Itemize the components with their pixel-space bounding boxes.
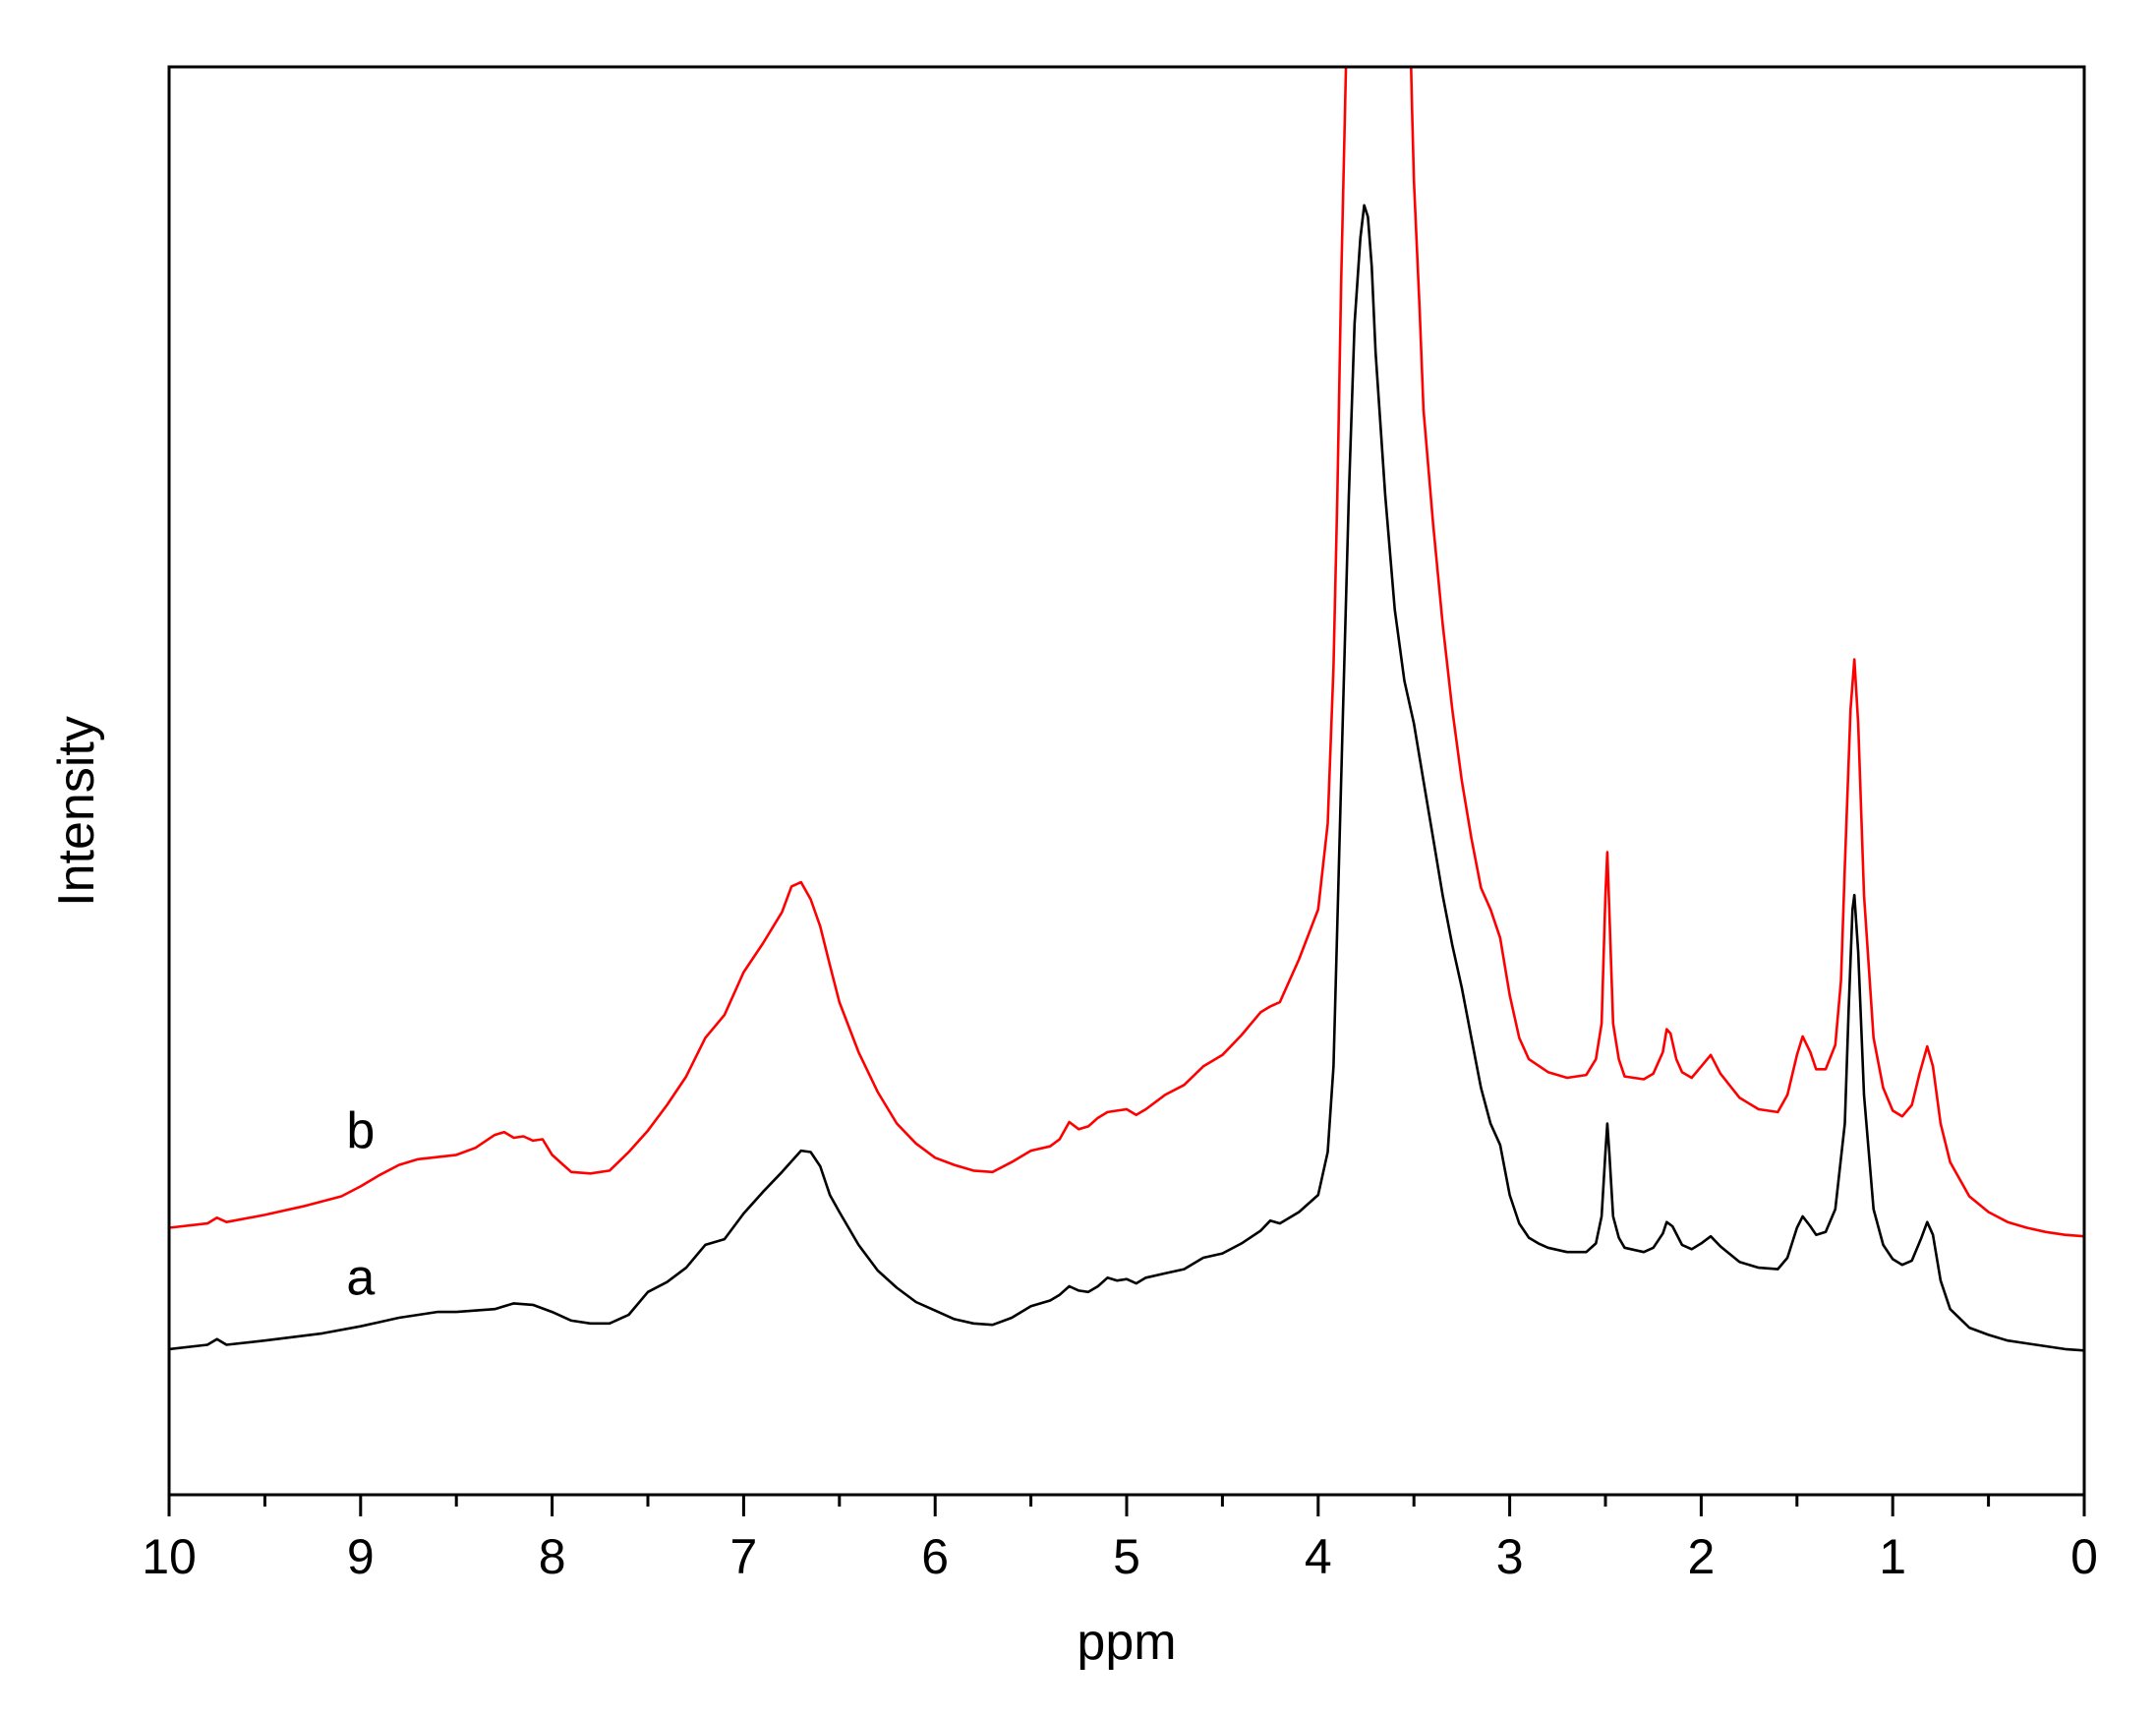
x-tick-label: 2 — [1687, 1529, 1715, 1584]
x-tick-label: 10 — [142, 1529, 197, 1584]
x-axis-ticks: 10 9 8 7 6 5 4 3 2 1 0 — [142, 1495, 2098, 1584]
y-axis-label: Intensity — [48, 716, 105, 907]
x-axis-label: ppm — [1077, 1614, 1176, 1671]
series-labels: ab — [346, 1102, 375, 1307]
x-tick-label: 5 — [1113, 1529, 1140, 1584]
series-layer — [169, 67, 2084, 1352]
x-tick-label: 8 — [539, 1529, 566, 1584]
x-tick-label: 3 — [1496, 1529, 1524, 1584]
x-tick-label: 0 — [2070, 1529, 2098, 1584]
x-tick-label: 9 — [347, 1529, 375, 1584]
series-line-a — [169, 204, 2084, 1352]
x-tick-label: 6 — [921, 1529, 949, 1584]
x-tick-label: 4 — [1305, 1529, 1332, 1584]
series-line-b — [169, 67, 2084, 1238]
series-label-b: b — [346, 1102, 375, 1159]
x-tick-label: 7 — [729, 1529, 757, 1584]
series-label-a: a — [346, 1250, 375, 1307]
x-tick-label: 1 — [1879, 1529, 1906, 1584]
